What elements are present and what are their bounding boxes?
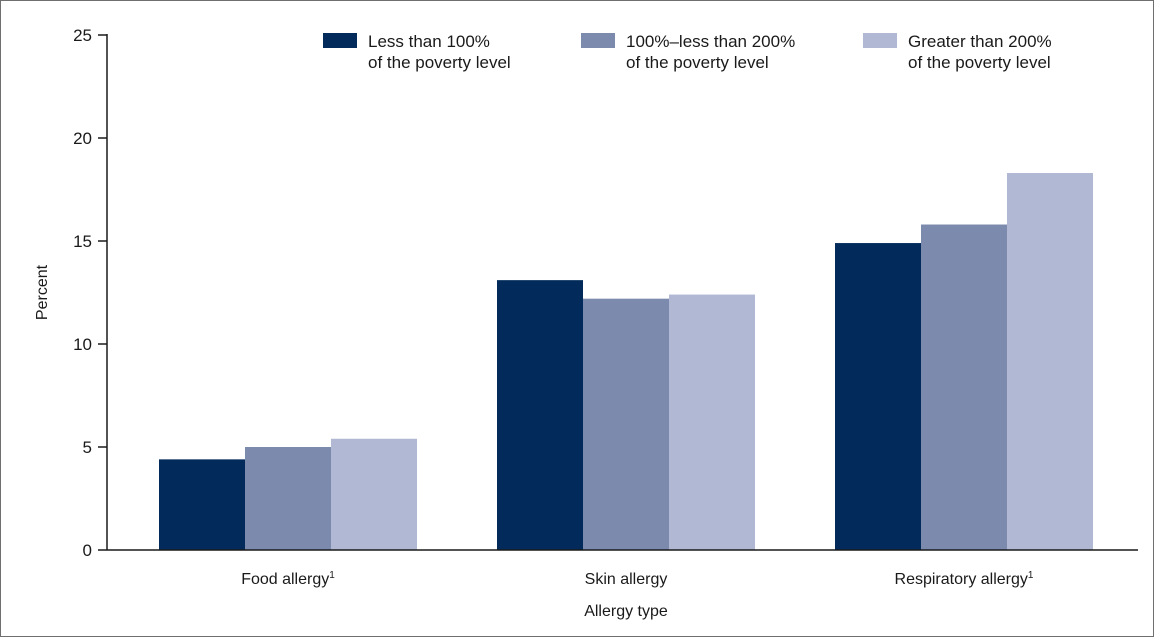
x-tick-label: Skin allergy xyxy=(585,571,668,588)
footnote-marker: 1 xyxy=(1028,570,1034,581)
bar xyxy=(159,459,245,550)
y-tick-label: 25 xyxy=(73,26,92,45)
bar xyxy=(1007,173,1093,550)
y-axis: 0 5 10 15 20 25 xyxy=(73,26,108,560)
legend-label: 100%–less than 200% xyxy=(626,32,795,51)
bars xyxy=(159,173,1093,550)
legend-label: of the poverty level xyxy=(908,53,1051,72)
bar xyxy=(583,298,669,550)
bar xyxy=(669,294,755,550)
legend: Less than 100% of the poverty level 100%–l… xyxy=(323,32,1052,72)
x-axis-label: Allergy type xyxy=(584,603,668,620)
legend-label: of the poverty level xyxy=(626,53,769,72)
x-axis: Food allergy1 Skin allergy Respiratory all… xyxy=(107,549,1138,588)
bar xyxy=(921,224,1007,550)
y-tick-label: 20 xyxy=(73,129,92,148)
legend-label: of the poverty level xyxy=(368,53,511,72)
x-tick-label: Food allergy1 xyxy=(241,570,335,588)
footnote-marker: 1 xyxy=(329,570,335,581)
y-tick-label: 10 xyxy=(73,335,92,354)
legend-swatch xyxy=(323,33,357,48)
x-tick-label: Respiratory allergy1 xyxy=(895,570,1034,588)
legend-swatch xyxy=(581,33,615,48)
bar xyxy=(835,243,921,550)
legend-label: Greater than 200% xyxy=(908,32,1052,51)
y-axis-label: Percent xyxy=(34,264,51,320)
bar xyxy=(245,447,331,550)
bar xyxy=(331,438,417,550)
y-tick-label: 5 xyxy=(83,438,92,457)
y-tick-label: 15 xyxy=(73,232,92,251)
y-tick-label: 0 xyxy=(83,541,92,560)
bar xyxy=(497,280,583,550)
legend-swatch xyxy=(863,33,897,48)
legend-label: Less than 100% xyxy=(368,32,490,51)
